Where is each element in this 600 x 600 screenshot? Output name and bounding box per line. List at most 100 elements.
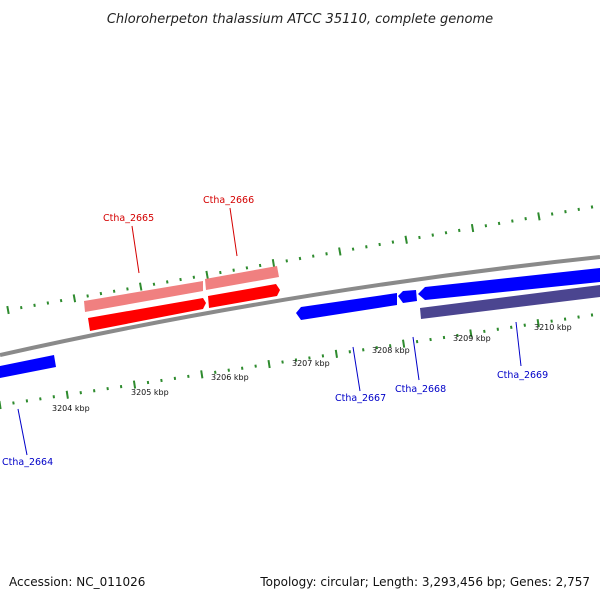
label-ctha-2664[interactable]: Ctha_2664 (2, 457, 53, 468)
inner-tick-43 (577, 315, 580, 319)
tick-label-3204: 3204 kbp (52, 404, 90, 413)
gene-ctha-2668[interactable] (398, 290, 417, 303)
inner-tick-21 (281, 360, 284, 364)
tick-label-3210: 3210 kbp (534, 323, 572, 332)
outer-tick-31 (418, 235, 421, 240)
inner-tick-3 (39, 397, 42, 401)
inner-tick-38 (510, 325, 513, 329)
inner-tick-25 (334, 349, 338, 358)
outer-tick-35 (470, 223, 475, 233)
scale-labels: 3204 kbp 3205 kbp 3206 kbp 3207 kbp 3208… (52, 323, 572, 413)
outer-tick-1 (20, 306, 23, 310)
outer-tick-11 (152, 282, 156, 286)
outer-tick-28 (378, 242, 381, 247)
gene-labels: Ctha_2665 Ctha_2666 Ctha_2664 Ctha_2667 … (2, 195, 548, 468)
outer-tick-13 (179, 277, 182, 282)
tick-label-3205: 3205 kbp (131, 388, 169, 397)
inner-tick-0 (0, 400, 2, 410)
outer-tick-27 (365, 245, 368, 249)
leader-ctha-2664 (17, 408, 28, 456)
gene-ctha-2669[interactable] (418, 268, 600, 300)
outer-tick-14 (192, 275, 196, 279)
inner-tick-17 (227, 368, 230, 372)
inner-tick-39 (523, 323, 526, 327)
genome-summary-text: Topology: circular; Length: 3,293,456 bp… (259, 575, 590, 589)
accession-text: Accession: NC_011026 (9, 575, 145, 589)
inner-tick-20 (267, 359, 271, 369)
inner-tick-14 (187, 374, 190, 378)
outer-tick-42 (564, 210, 567, 214)
inner-tick-40 (536, 319, 540, 328)
inner-tick-30 (402, 339, 406, 348)
outer-tick-44 (590, 205, 594, 209)
outer-tick-15 (205, 270, 209, 279)
outer-tick-ring (6, 205, 594, 315)
gene-ctha-2665-cds[interactable] (84, 281, 203, 312)
outer-tick-8 (112, 289, 116, 293)
outer-tick-16 (219, 270, 222, 275)
outer-tick-25 (338, 247, 342, 256)
inner-tick-28 (375, 346, 378, 350)
gene-ctha-2666-cds[interactable] (205, 266, 279, 290)
inner-tick-23 (308, 356, 311, 360)
tick-label-3208: 3208 kbp (372, 346, 410, 355)
leader-ctha-2668 (412, 336, 420, 381)
inner-tick-34 (456, 333, 459, 338)
map-title: Chloroherpeton thalassium ATCC 35110, co… (107, 12, 493, 27)
genome-backbone (0, 255, 600, 357)
inner-tick-10 (132, 380, 137, 389)
gene-ctha-2666[interactable] (208, 284, 280, 308)
outer-tick-22 (298, 256, 302, 261)
inner-tick-1 (12, 401, 15, 405)
outer-tick-18 (245, 266, 249, 270)
gene-ctha-2667[interactable] (296, 293, 397, 320)
outer-tick-17 (232, 268, 235, 272)
outer-tick-2 (33, 303, 36, 307)
outer-tick-19 (258, 263, 262, 268)
inner-tick-5 (65, 390, 69, 399)
outer-tick-29 (391, 240, 395, 244)
outer-tick-20 (271, 259, 276, 268)
outer-tick-12 (166, 280, 169, 284)
tick-label-3206: 3206 kbp (211, 373, 249, 382)
inner-tick-27 (362, 348, 365, 352)
outer-tick-21 (285, 259, 288, 263)
outer-tick-39 (524, 217, 527, 221)
outer-tick-33 (444, 231, 448, 235)
label-ctha-2665[interactable]: Ctha_2665 (103, 213, 154, 224)
inner-tick-41 (550, 319, 553, 323)
tick-label-3209: 3209 kbp (453, 334, 491, 343)
outer-tick-36 (484, 224, 488, 228)
inner-tick-ring (0, 313, 594, 410)
gene-ctha-2665[interactable] (88, 298, 206, 331)
outer-tick-5 (72, 294, 77, 303)
outer-tick-6 (86, 294, 89, 298)
outer-tick-3 (46, 301, 50, 305)
label-ctha-2669[interactable]: Ctha_2669 (497, 370, 548, 381)
inner-tick-15 (200, 370, 204, 379)
label-ctha-2666[interactable]: Ctha_2666 (203, 195, 254, 206)
outer-tick-7 (99, 291, 103, 296)
outer-tick-43 (577, 207, 580, 211)
outer-tick-30 (404, 235, 408, 244)
outer-tick-24 (325, 252, 328, 256)
outer-tick-41 (550, 212, 554, 216)
inner-tick-12 (160, 378, 163, 383)
inner-tick-16 (214, 370, 217, 374)
gene-ctha-2669-cds[interactable] (420, 285, 600, 319)
outer-tick-32 (431, 233, 434, 237)
inner-tick-36 (483, 329, 486, 333)
inner-tick-6 (79, 391, 82, 395)
inner-tick-19 (254, 364, 257, 368)
outer-tick-37 (497, 221, 501, 226)
inner-tick-32 (429, 337, 432, 342)
outer-tick-0 (6, 305, 10, 315)
gene-ctha-2664[interactable] (0, 355, 56, 378)
inner-tick-8 (106, 387, 109, 391)
label-ctha-2668[interactable]: Ctha_2668 (395, 384, 446, 395)
outer-tick-10 (139, 282, 143, 291)
label-ctha-2667[interactable]: Ctha_2667 (335, 393, 386, 404)
outer-tick-40 (537, 212, 541, 221)
outer-tick-4 (59, 298, 63, 303)
